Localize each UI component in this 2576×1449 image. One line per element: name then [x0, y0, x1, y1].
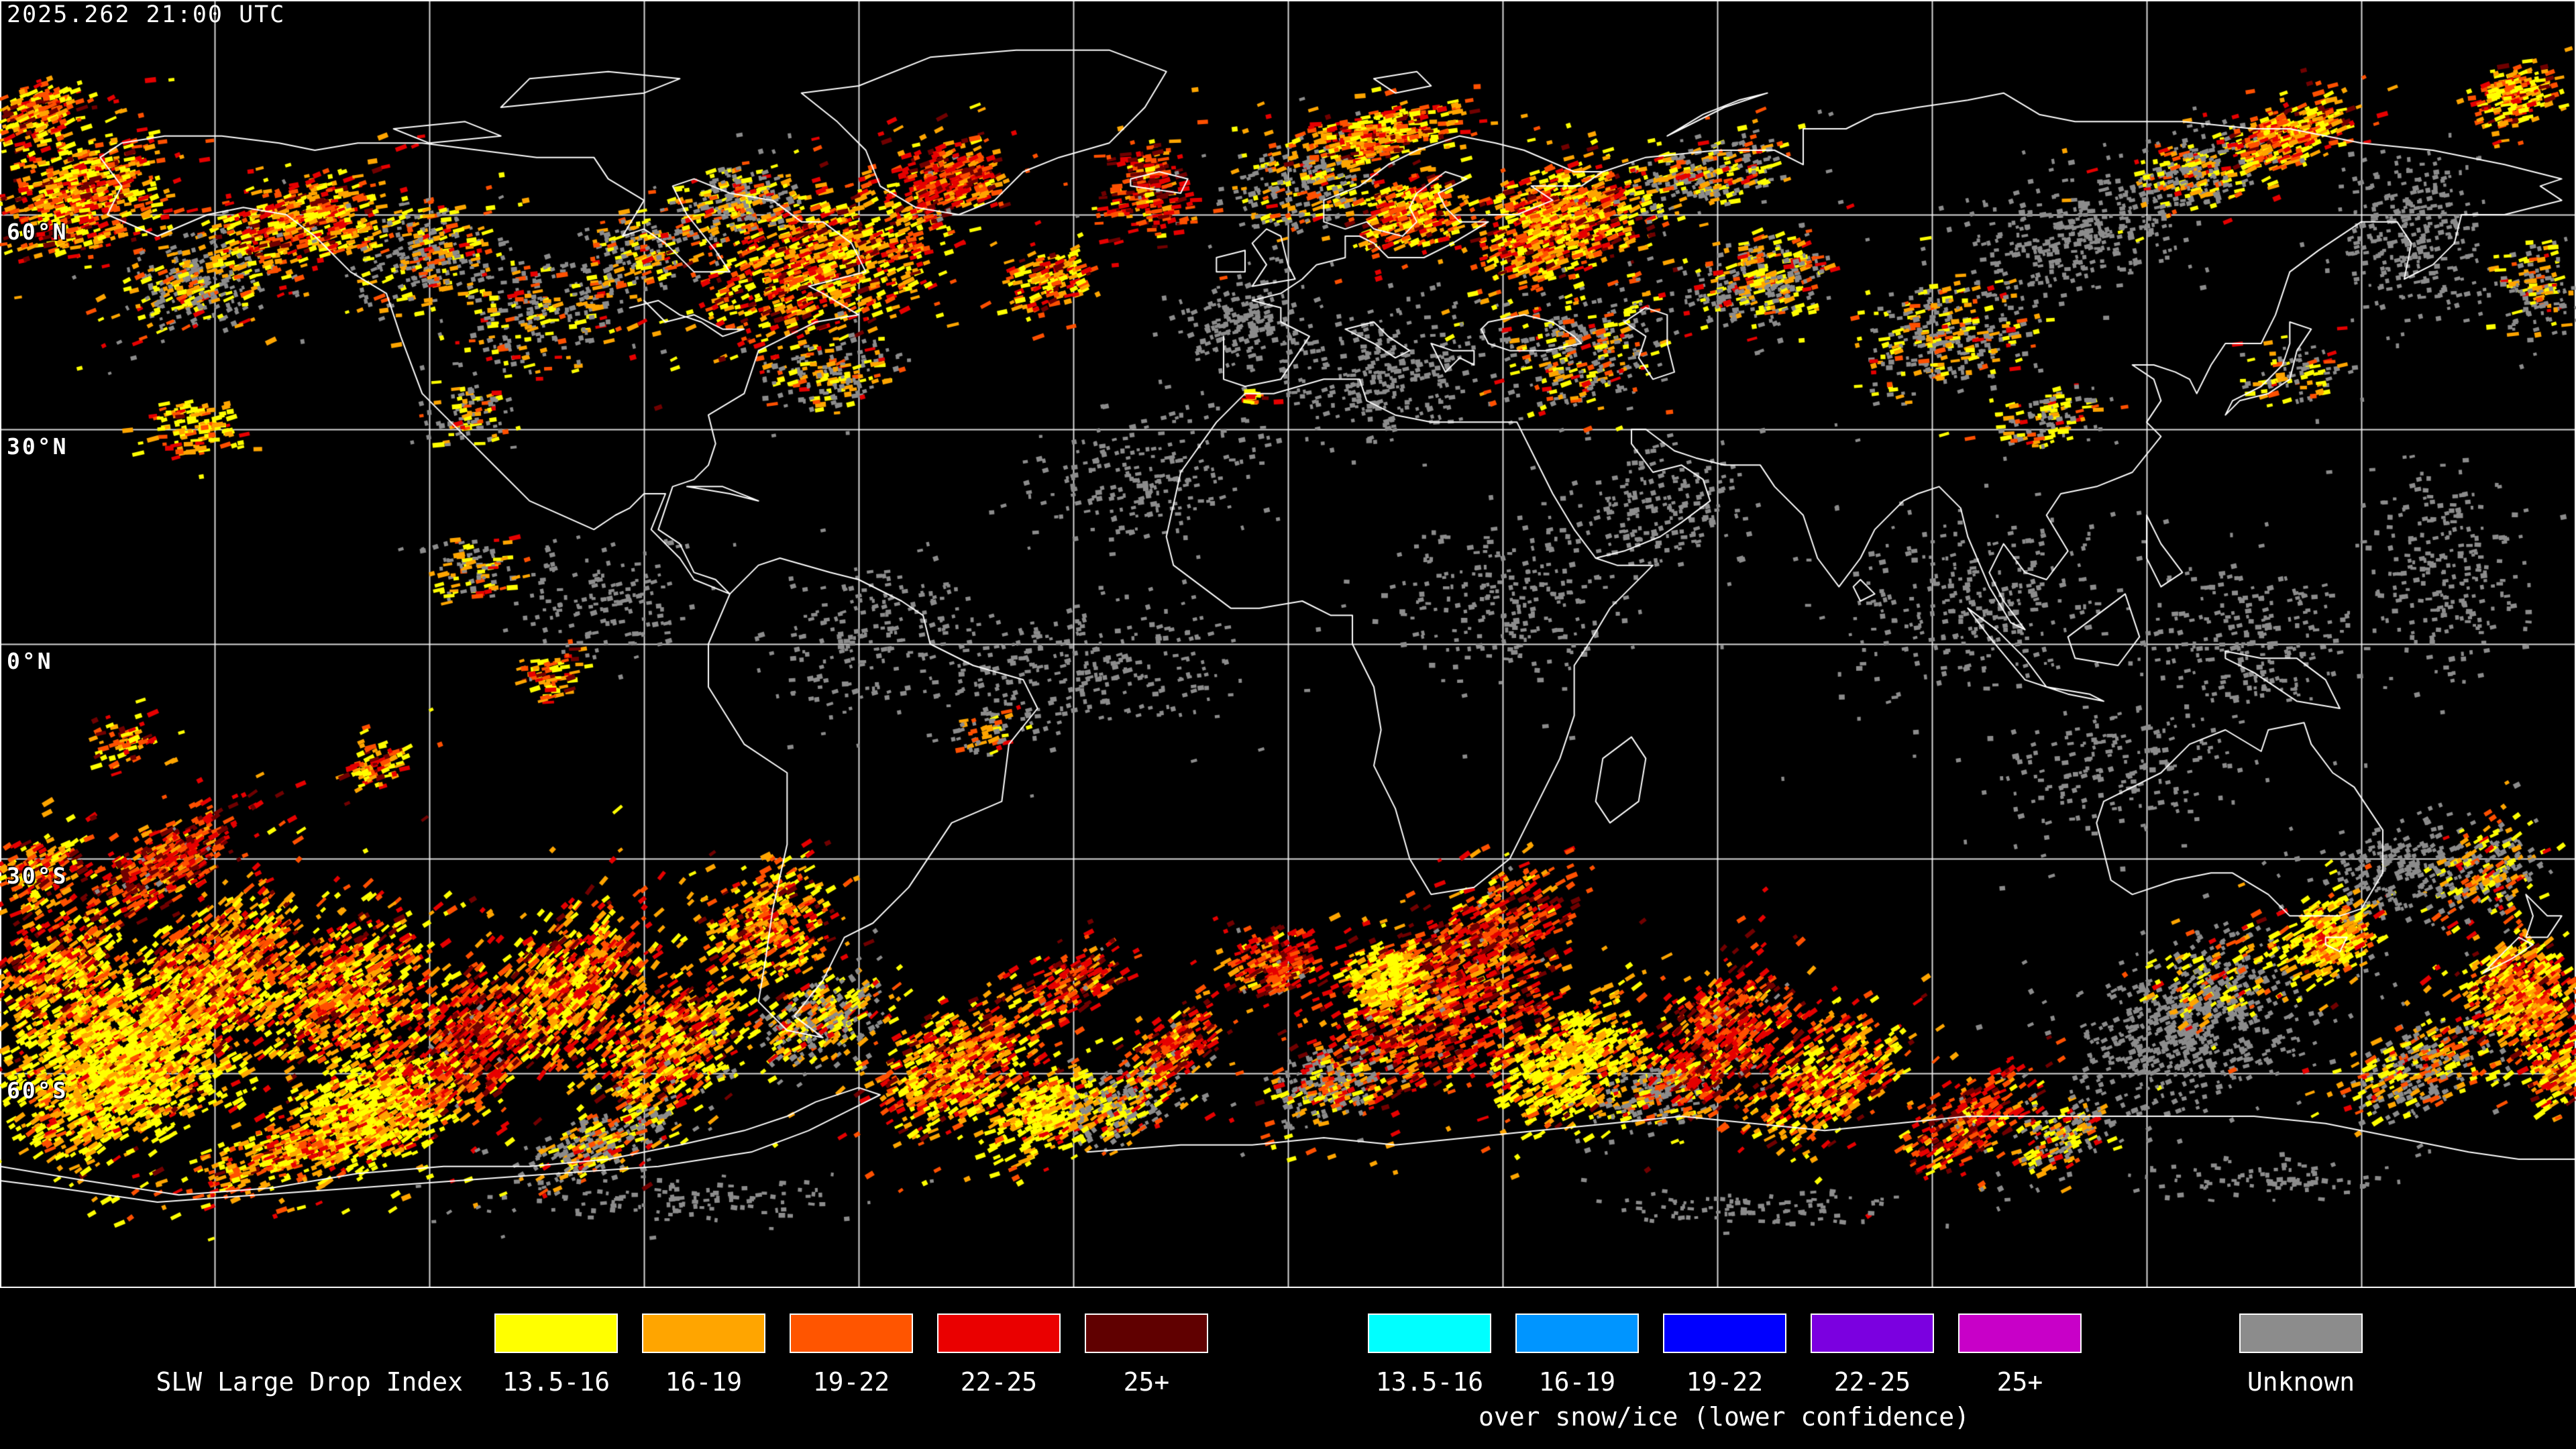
lat-label-60n: 60°N [7, 219, 68, 245]
swatch-snowice-25plus [1958, 1313, 2082, 1353]
swatch-unknown [2239, 1313, 2363, 1353]
world-map-canvas [0, 0, 2576, 1288]
label-snowice-19-22: 19-22 [1686, 1367, 1764, 1397]
label-snowice-25plus: 25+ [1996, 1367, 2043, 1397]
timestamp: 2025.262 21:00 UTC [7, 1, 286, 28]
snow-ice-caption: over snow/ice (lower confidence) [1478, 1402, 1970, 1432]
swatch-snowice-19-22 [1663, 1313, 1786, 1353]
swatch-snowice-16-19 [1515, 1313, 1639, 1353]
swatch-slw-25plus [1085, 1313, 1208, 1353]
swatch-slw-19-22 [790, 1313, 913, 1353]
swatch-slw-16-19 [642, 1313, 765, 1353]
lat-label-0n: 0°N [7, 648, 53, 674]
label-snowice-13.5-16: 13.5-16 [1375, 1367, 1484, 1397]
lat-label-30n: 30°N [7, 433, 68, 460]
swatch-slw-22-25 [937, 1313, 1061, 1353]
legend-title: SLW Large Drop Index [156, 1367, 463, 1397]
swatch-snowice-22-25 [1811, 1313, 1934, 1353]
label-slw-19-22: 19-22 [812, 1367, 890, 1397]
label-snowice-16-19: 16-19 [1538, 1367, 1616, 1397]
swatch-snowice-13.5-16 [1368, 1313, 1491, 1353]
label-slw-25plus: 25+ [1123, 1367, 1170, 1397]
label-slw-22-25: 22-25 [960, 1367, 1038, 1397]
legend-bar: SLW Large Drop Index 13.5-16 16-19 19-22… [0, 1288, 2576, 1449]
label-slw-16-19: 16-19 [665, 1367, 743, 1397]
label-slw-13.5-16: 13.5-16 [502, 1367, 610, 1397]
lat-label-60s: 60°S [7, 1077, 68, 1104]
label-unknown: Unknown [2247, 1367, 2355, 1397]
swatch-slw-13.5-16 [494, 1313, 618, 1353]
label-snowice-22-25: 22-25 [1833, 1367, 1911, 1397]
lat-label-30s: 30°S [7, 863, 68, 889]
